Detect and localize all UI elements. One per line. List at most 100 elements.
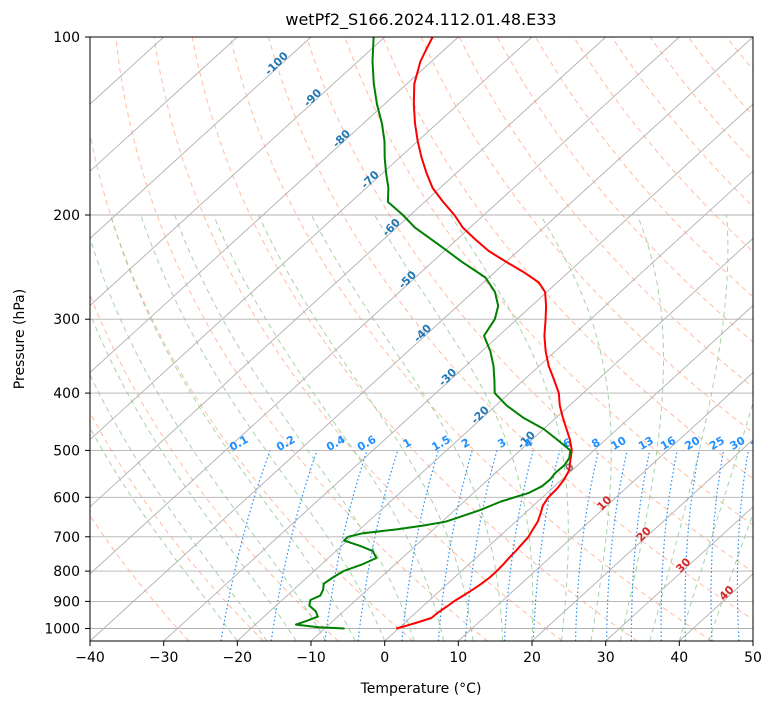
dry-adiabat-line xyxy=(726,37,753,71)
mixing-ratio-line xyxy=(606,450,628,641)
dry-adiabat-line xyxy=(191,37,638,641)
isotherm-line xyxy=(90,37,459,374)
y-tick-label: 400 xyxy=(53,386,80,402)
x-tick-label: 50 xyxy=(744,650,762,666)
isotherm-label: -100 xyxy=(262,49,291,78)
moist-adiabats xyxy=(90,214,753,641)
moist-adiabat-line xyxy=(310,214,503,641)
temperature-profile-line xyxy=(395,37,573,630)
mixing-ratio-line xyxy=(324,450,368,641)
isotherm-line xyxy=(90,37,680,575)
pressure-grid xyxy=(90,37,753,629)
y-tick-label: 900 xyxy=(53,594,80,610)
x-tick-label: −30 xyxy=(149,650,179,666)
dry-adiabat-line xyxy=(382,37,753,480)
moist-adiabat-line xyxy=(140,214,386,641)
mixing-ratio-label: 36 xyxy=(748,434,768,453)
isotherm-label: -50 xyxy=(396,268,419,291)
dewpoint-profile-line xyxy=(294,37,572,630)
dry-adiabat-line xyxy=(496,37,753,343)
dry-adiabat-line xyxy=(765,37,775,641)
mixing-ratio-label: 3 xyxy=(495,436,508,451)
x-tick-label: −40 xyxy=(75,650,105,666)
mixing-ratio-line xyxy=(532,450,561,641)
isotherm-line xyxy=(90,37,533,441)
isotherm-label: -20 xyxy=(469,403,492,426)
moist-adiabat-line xyxy=(619,214,664,641)
dry-adiabat-line xyxy=(268,37,753,621)
x-axis-label: Temperature (°C) xyxy=(360,681,482,697)
isotherm-line xyxy=(90,37,386,307)
moist-adiabat-line xyxy=(450,214,569,641)
mixing-ratio-line xyxy=(575,450,600,641)
dry-adiabat-line xyxy=(90,131,414,641)
mixing-ratio-line xyxy=(736,450,749,641)
mixing-ratio-line xyxy=(437,450,473,641)
moist-adiabat-line xyxy=(90,373,268,641)
y-tick-label: 700 xyxy=(53,530,80,546)
moist-adiabat-line xyxy=(213,214,445,641)
mixing-ratio-label: 2 xyxy=(459,436,472,451)
moist-adiabat-line xyxy=(174,214,415,641)
mixing-ratio-line xyxy=(660,450,678,641)
isotherm-label: -30 xyxy=(436,366,459,389)
dry-adiabat-line xyxy=(90,293,339,641)
sounding-profiles xyxy=(294,37,573,630)
mixing-ratio-line xyxy=(270,450,318,641)
mixing-ratio-line xyxy=(357,450,399,641)
dry-adiabat-line xyxy=(535,37,753,298)
moist-adiabat-line xyxy=(257,214,474,641)
x-axis: −40 −30 −20 −10 0 10 20 30 40 50 xyxy=(75,641,762,666)
mixing-ratio-label: 8 xyxy=(589,436,602,451)
y-tick-label: 800 xyxy=(53,564,80,580)
isotherm-line xyxy=(310,237,753,641)
y-axis: 1000 900 800 700 600 500 400 300 200 100 xyxy=(44,30,90,638)
isotherm-line xyxy=(605,506,753,641)
isotherm-line xyxy=(531,439,753,641)
isotherm-label: -90 xyxy=(301,86,324,109)
warm-isotherm-label: 40 xyxy=(717,583,737,603)
y-tick-label: 600 xyxy=(53,490,80,506)
isotherm-label: -40 xyxy=(411,321,434,344)
y-tick-label: 1000 xyxy=(44,622,80,638)
dry-adiabat-line xyxy=(306,37,753,573)
isotherm-grid xyxy=(90,37,753,641)
x-tick-label: 30 xyxy=(597,650,615,666)
y-tick-label: 300 xyxy=(53,312,80,328)
dry-adiabat-line xyxy=(153,37,563,641)
dry-adiabat-line xyxy=(687,37,753,117)
isotherm-line xyxy=(236,170,753,641)
dry-adiabat-line xyxy=(573,37,753,253)
y-axis-label: Pressure (hPa) xyxy=(12,289,28,389)
moist-adiabat-line xyxy=(90,312,297,641)
moist-adiabat-line xyxy=(374,214,534,641)
x-tick-label: 10 xyxy=(449,650,467,666)
moist-adiabat-line xyxy=(708,512,753,641)
dry-adiabat-line xyxy=(229,37,712,641)
isotherm-line xyxy=(90,37,238,172)
x-tick-label: −10 xyxy=(296,650,326,666)
moist-adiabat-line xyxy=(539,214,612,641)
chart-title: wetPf2_S166.2024.112.01.48.E33 xyxy=(285,10,556,30)
dry-adiabat-line xyxy=(90,411,264,641)
y-tick-label: 100 xyxy=(53,30,80,46)
isotherm-line xyxy=(384,304,753,641)
x-tick-label: 40 xyxy=(670,650,688,666)
moist-adiabat-line xyxy=(90,236,327,641)
moist-adiabat-line xyxy=(90,426,238,641)
plot-frame xyxy=(89,36,754,642)
mixing-ratio-line xyxy=(464,450,498,641)
dry-adiabat-line xyxy=(90,514,190,641)
mixing-ratio-lines xyxy=(220,450,749,641)
mixing-ratio-label: 1 xyxy=(401,436,414,451)
dry-adiabat-line xyxy=(115,37,488,641)
dry-adiabat-line xyxy=(344,37,753,526)
mixing-ratio-line xyxy=(684,450,700,641)
dry-adiabat-line xyxy=(649,37,753,163)
mixing-ratio-line xyxy=(710,450,725,641)
x-tick-label: 20 xyxy=(523,650,541,666)
plot-area: -100-90-80-70-60-50-40-30-20-10010203040… xyxy=(90,37,775,641)
y-tick-label: 200 xyxy=(53,208,80,224)
